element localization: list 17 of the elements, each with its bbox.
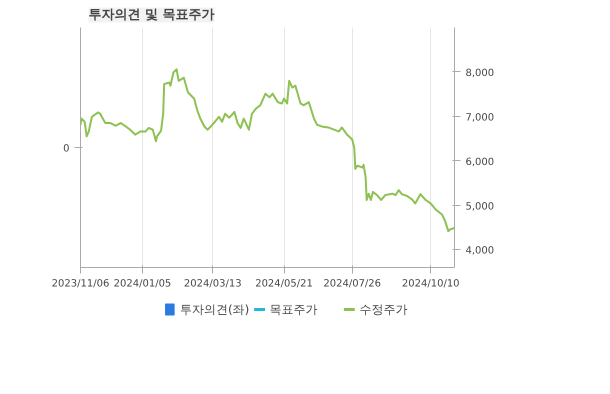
y2-tick-label: 5,000 — [466, 201, 494, 212]
x-tick-label: 2024/03/13 — [184, 278, 242, 290]
x-tick-label: 2024/10/10 — [402, 278, 460, 290]
legend-label: 수정주가 — [359, 302, 408, 316]
y2-tick-label: 4,000 — [466, 246, 494, 257]
x-tick-label: 2024/05/21 — [255, 278, 313, 290]
y2-tick-label: 7,000 — [466, 112, 494, 124]
x-tick-label: 2024/01/05 — [114, 278, 172, 290]
line-series — [80, 68, 454, 232]
legend-label: 목표주가 — [270, 302, 318, 316]
x-tick-label: 2023/11/06 — [52, 278, 110, 290]
x-tick-label: 2024/07/26 — [323, 278, 382, 290]
chart-title: 투자의견 및 목표주가 — [88, 8, 215, 22]
y2-tick-label: 8,000 — [466, 68, 494, 79]
legend-label: 투자의견(좌) — [180, 302, 250, 316]
y2-tick-label: 6,000 — [466, 156, 494, 168]
text: 0 — [63, 144, 70, 154]
